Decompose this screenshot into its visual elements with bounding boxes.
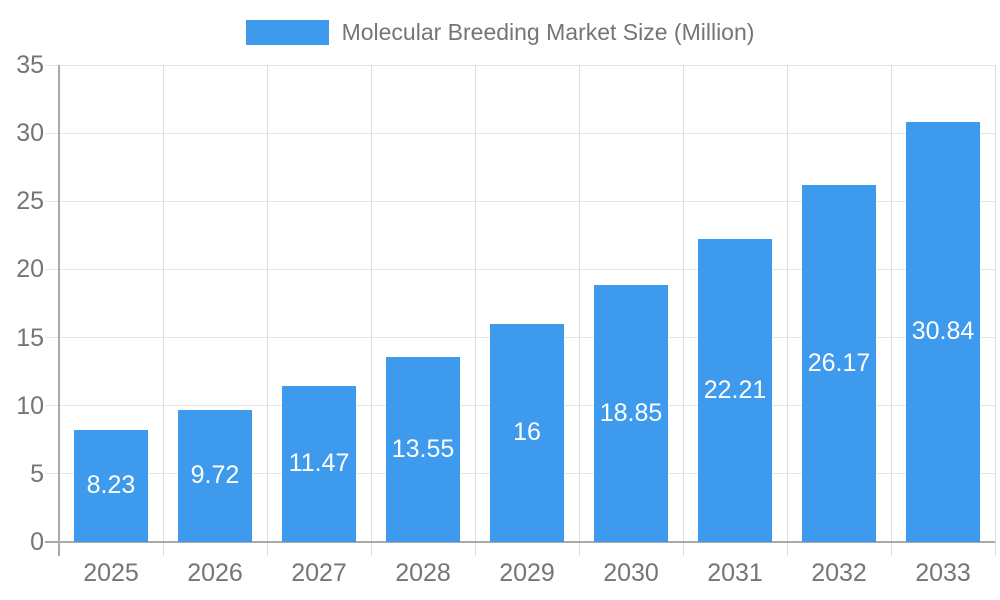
- y-gridline: [45, 200, 995, 202]
- y-axis-tick-label: 30: [16, 119, 44, 148]
- x-gridline: [266, 65, 268, 556]
- bar[interactable]: 30.84: [906, 121, 980, 542]
- y-axis-tick-label: 20: [16, 255, 44, 284]
- bar[interactable]: 11.47: [282, 385, 356, 542]
- y-gridline: [45, 64, 995, 66]
- x-axis-tick-label: 2028: [395, 559, 451, 587]
- bar-value-label: 30.84: [911, 317, 975, 346]
- legend: Molecular Breeding Market Size (Million): [0, 17, 1000, 47]
- y-axis-tick-label: 35: [16, 51, 44, 79]
- x-axis-tick-label: 2032: [811, 559, 867, 587]
- x-axis-tick-label: 2030: [603, 559, 659, 587]
- x-axis-line: [45, 541, 995, 543]
- y-axis-tick-label: 15: [16, 323, 44, 352]
- y-axis-tick-label: 0: [30, 528, 44, 556]
- bar[interactable]: 26.17: [802, 185, 876, 542]
- y-axis-line: [58, 65, 60, 556]
- bar[interactable]: 13.55: [386, 357, 460, 542]
- legend-item[interactable]: Molecular Breeding Market Size (Million): [245, 17, 755, 47]
- bar-value-label: 13.55: [391, 435, 455, 464]
- x-gridline: [890, 65, 892, 556]
- x-axis-tick-label: 2027: [291, 559, 347, 587]
- bar-value-label: 18.85: [599, 399, 663, 428]
- y-axis-tick-label: 5: [30, 459, 44, 488]
- bar[interactable]: 18.85: [594, 285, 668, 542]
- legend-label: Molecular Breeding Market Size (Million): [341, 19, 755, 45]
- bar-value-label: 11.47: [288, 449, 350, 478]
- legend-swatch: [245, 19, 329, 45]
- x-axis-tick-label: 2026: [187, 559, 243, 587]
- bar-value-label: 16: [513, 418, 541, 447]
- bar[interactable]: 22.21: [698, 239, 772, 542]
- bar[interactable]: 8.23: [74, 429, 148, 542]
- x-gridline: [162, 65, 164, 556]
- x-axis-tick-label: 2031: [707, 559, 763, 587]
- bar-value-label: 22.21: [703, 376, 767, 405]
- bar-value-label: 26.17: [807, 349, 871, 378]
- x-axis-tick-label: 2033: [915, 559, 971, 587]
- x-gridline: [370, 65, 372, 556]
- bar-value-label: 8.23: [86, 471, 136, 500]
- bar[interactable]: 9.72: [178, 409, 252, 542]
- bar[interactable]: 16: [490, 323, 564, 542]
- x-axis-tick-label: 2029: [499, 559, 555, 587]
- y-gridline: [45, 268, 995, 270]
- x-gridline: [474, 65, 476, 556]
- x-axis-tick-label: 2025: [83, 559, 139, 587]
- y-axis-tick-label: 10: [16, 391, 44, 420]
- y-gridline: [45, 132, 995, 134]
- x-gridline: [786, 65, 788, 556]
- x-gridline: [578, 65, 580, 556]
- x-gridline: [682, 65, 684, 556]
- y-axis-tick-label: 25: [16, 187, 44, 216]
- x-gridline: [994, 65, 996, 556]
- bar-value-label: 9.72: [190, 461, 240, 490]
